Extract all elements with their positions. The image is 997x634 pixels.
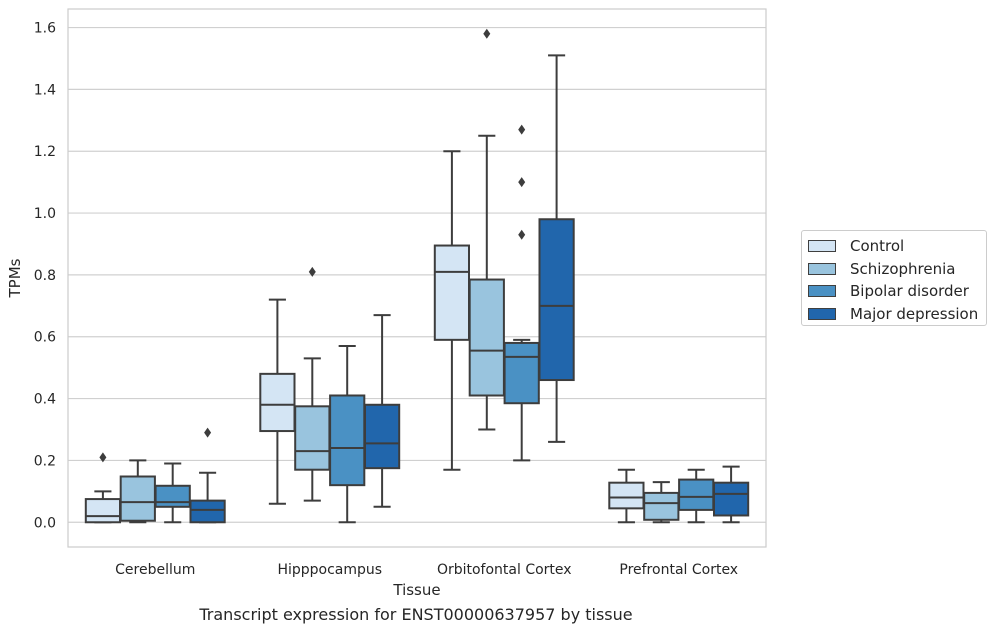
legend-label: Major depression (850, 304, 979, 323)
x-axis-label: Tissue (392, 581, 440, 599)
figure-caption: Transcript expression for ENST0000063795… (199, 605, 633, 624)
box-body (329, 394, 366, 487)
box-bipolar-disorder (154, 462, 191, 524)
outlier-point (483, 28, 491, 39)
box-body (468, 278, 505, 397)
box-body (433, 244, 471, 341)
box-body (643, 491, 680, 521)
y-tick-labels: 0.0 0.2 0.4 0.6 0.8 1.0 1.2 1.4 1.6 (34, 21, 56, 532)
box-body (154, 484, 191, 508)
box-major-depression (363, 314, 401, 508)
box-schizophrenia (119, 459, 156, 524)
y-tick-label: 0.2 (34, 453, 56, 469)
box-body (608, 481, 645, 510)
legend-item: Bipolar disorder (808, 281, 969, 301)
box-schizophrenia (468, 28, 505, 431)
box-body (119, 475, 156, 522)
legend-swatch (808, 307, 836, 320)
legend-item: Schizophrenia (808, 259, 955, 279)
legend-label: Bipolar disorder (850, 282, 969, 300)
outlier-point (99, 452, 107, 463)
y-tick-label: 1.4 (34, 82, 56, 98)
box-body (678, 478, 715, 511)
legend-label: Control (850, 237, 905, 255)
box-bipolar-disorder (503, 124, 540, 462)
outlier-point (518, 229, 526, 240)
box-major-depression (538, 54, 575, 443)
x-tick-label: Hipppocampus (277, 562, 382, 578)
box-bipolar-disorder (678, 468, 715, 524)
outlier-point (204, 427, 212, 438)
outlier-point (518, 177, 526, 188)
plot-frame (67, 8, 767, 548)
box-layer (84, 28, 750, 524)
x-tick-label: Orbitofontal Cortex (437, 562, 572, 578)
y-tick-label: 1.6 (34, 21, 56, 37)
legend-item: Control (808, 236, 904, 256)
legend: Control Schizophrenia Bipolar disorder Majo… (801, 230, 987, 326)
box-control (433, 150, 471, 471)
y-tick-label: 1.0 (34, 206, 56, 222)
x-tick-label: Cerebellum (115, 562, 195, 578)
box-body (363, 403, 401, 470)
box-body (259, 372, 296, 433)
x-tick-labels: Cerebellum Hipppocampus Orbitofontal Corte… (115, 562, 738, 578)
y-tick-label: 0.6 (34, 330, 56, 346)
y-tick-label: 0.0 (34, 515, 56, 531)
box-body (294, 405, 331, 471)
box-body (538, 218, 575, 382)
box-schizophrenia (643, 481, 680, 524)
box-major-depression (712, 465, 750, 524)
legend-swatch (808, 240, 836, 252)
gridlines (68, 26, 766, 523)
box-control (259, 298, 296, 505)
box-body (503, 341, 540, 405)
box-body (84, 498, 122, 524)
outlier-point (518, 124, 526, 135)
legend-swatch (808, 285, 836, 297)
box-control (608, 468, 645, 524)
box-schizophrenia (294, 266, 331, 502)
outlier-point (308, 266, 316, 277)
legend-label: Schizophrenia (850, 259, 956, 278)
x-tick-label: Prefrontal Cortex (619, 562, 738, 578)
y-tick-label: 0.4 (34, 392, 56, 408)
y-tick-label: 0.8 (34, 268, 56, 284)
y-tick-label: 1.2 (34, 144, 56, 160)
box-control (84, 452, 122, 524)
box-body (712, 481, 750, 517)
box-major-depression (189, 427, 226, 524)
legend-swatch (808, 262, 836, 275)
box-bipolar-disorder (329, 345, 366, 524)
legend-item: Major depression (808, 304, 978, 324)
y-axis-label: TPMs (6, 258, 24, 298)
box-body (189, 499, 226, 524)
